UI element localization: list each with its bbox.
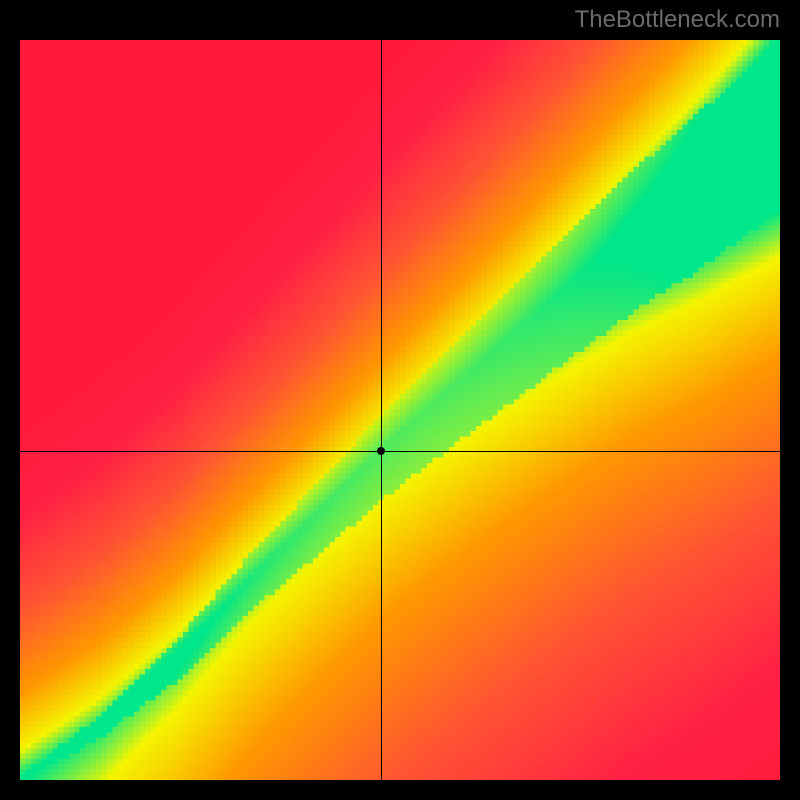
bottleneck-heatmap [20, 40, 780, 780]
watermark-text: TheBottleneck.com [575, 6, 780, 34]
marker-dot [377, 447, 385, 455]
heatmap-canvas [20, 40, 780, 780]
crosshair-horizontal [20, 451, 780, 452]
crosshair-vertical [381, 40, 382, 780]
